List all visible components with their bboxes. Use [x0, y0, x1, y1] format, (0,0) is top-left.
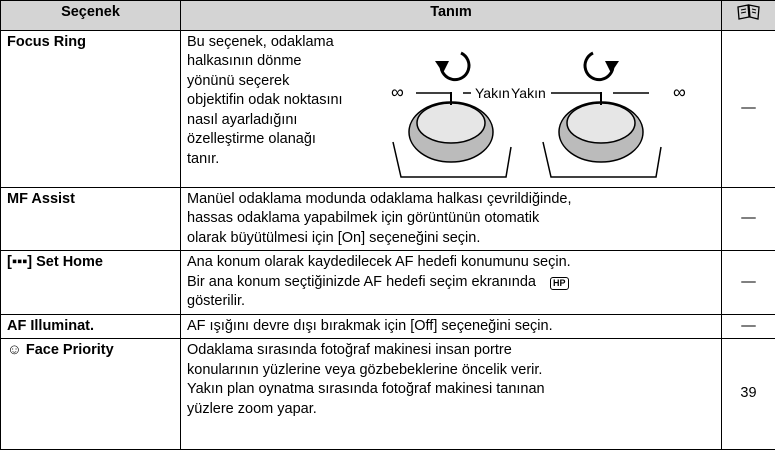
description-text: konularının yüzlerine veya gözbebeklerin… [187, 362, 542, 378]
reference: 39 [722, 339, 775, 450]
description-text: yüzlere zoom yapar. [187, 401, 317, 417]
table-row: Focus Ring Bu seçenek, odaklama halkasının… [1, 30, 775, 187]
description-text: tanır. [187, 151, 219, 167]
description-text: AF ışığını devre dışı bırakmak için [Off… [187, 318, 553, 334]
description-line: Manüel odaklama modunda odaklama halkası… [187, 190, 715, 210]
diagram-label: ∞ [673, 82, 686, 102]
table-row: AF Illuminat. AF ışığını devre dışı bırak… [1, 314, 775, 339]
description-text: olarak büyütülmesi için [On] seçeneğini … [187, 230, 480, 246]
description-line: Ana konum olarak kaydedilecek AF hedefi … [187, 253, 715, 273]
description-text: Odaklama sırasında fotoğraf makinesi ins… [187, 342, 512, 358]
description-line: gösterilir. [187, 292, 715, 312]
reference: — [722, 314, 775, 339]
description-text: Ana konum olarak kaydedilecek AF hedefi … [187, 254, 571, 270]
description-text: yönünü seçerek [187, 73, 289, 89]
description-line: AF ışığını devre dışı bırakmak için [Off… [187, 317, 715, 337]
book-icon [736, 3, 762, 21]
option-name: [▪▪▪] Set Home [1, 251, 181, 315]
header-cell: Seçenek [1, 1, 181, 31]
ref-icon-header [722, 1, 775, 31]
description-text: nasıl ayarladığını [187, 112, 297, 128]
description: Ana konum olarak kaydedilecek AF hedefi … [181, 251, 722, 315]
reference: — [722, 187, 775, 251]
description: Bu seçenek, odaklama halkasının dönme yönü… [181, 30, 722, 187]
header-cell: Tanım [181, 1, 722, 31]
description-text: gösterilir. [187, 293, 245, 309]
hp-icon: HP [550, 277, 569, 290]
description-text: özelleştirme olanağı [187, 131, 316, 147]
description: AF ışığını devre dışı bırakmak için [Off… [181, 314, 722, 339]
table-row: MF Assist Manüel odaklama modunda odaklam… [1, 187, 775, 251]
arrow-head [605, 61, 619, 73]
description-text: Yakın plan oynatma sırasında fotoğraf ma… [187, 381, 545, 397]
description-text: Manüel odaklama modunda odaklama halkası… [187, 191, 571, 207]
description-line: yüzlere zoom yapar. [187, 400, 715, 420]
description: Odaklama sırasında fotoğraf makinesi ins… [181, 339, 722, 450]
table-row: [▪▪▪] Set Home Ana konum olarak kaydedile… [1, 251, 775, 315]
description-line: Bir ana konum seçtiğinizde AF hedefi seç… [187, 273, 715, 293]
description-line: olarak büyütülmesi için [On] seçeneğini … [187, 229, 715, 249]
description-text: Bir ana konum seçtiğinizde AF hedefi seç… [187, 274, 536, 290]
description-line: Yakın plan oynatma sırasında fotoğraf ma… [187, 380, 715, 400]
description-line: konularının yüzlerine veya gözbebeklerin… [187, 361, 715, 381]
option-name: Focus Ring [1, 30, 181, 187]
description-line: Odaklama sırasında fotoğraf makinesi ins… [187, 341, 715, 361]
description: Manüel odaklama modunda odaklama halkası… [181, 187, 722, 251]
description-text: objektifin odak noktasını [187, 92, 343, 108]
table-row: ☺ Face Priority Odaklama sırasında fotoğr… [1, 339, 775, 450]
header-row: Seçenek Tanım [1, 1, 775, 31]
description-text: Bu seçenek, odaklama [187, 34, 334, 50]
reference: — [722, 30, 775, 187]
diagram-label: Yakın [475, 85, 510, 101]
option-name: AF Illuminat. [1, 314, 181, 339]
diagram-label: ∞ [391, 82, 404, 102]
arrow-head [435, 61, 449, 73]
option-name: ☺ Face Priority [1, 339, 181, 450]
lens-ring [567, 103, 635, 143]
description-text: hassas odaklama yapabilmek için görüntün… [187, 210, 539, 226]
description-line: hassas odaklama yapabilmek için görüntün… [187, 209, 715, 229]
option-name: MF Assist [1, 187, 181, 251]
lens-ring [417, 103, 485, 143]
diagram-label: Yakın [511, 85, 546, 101]
reference: — [722, 251, 775, 315]
description-text: halkasının dönme [187, 53, 301, 69]
